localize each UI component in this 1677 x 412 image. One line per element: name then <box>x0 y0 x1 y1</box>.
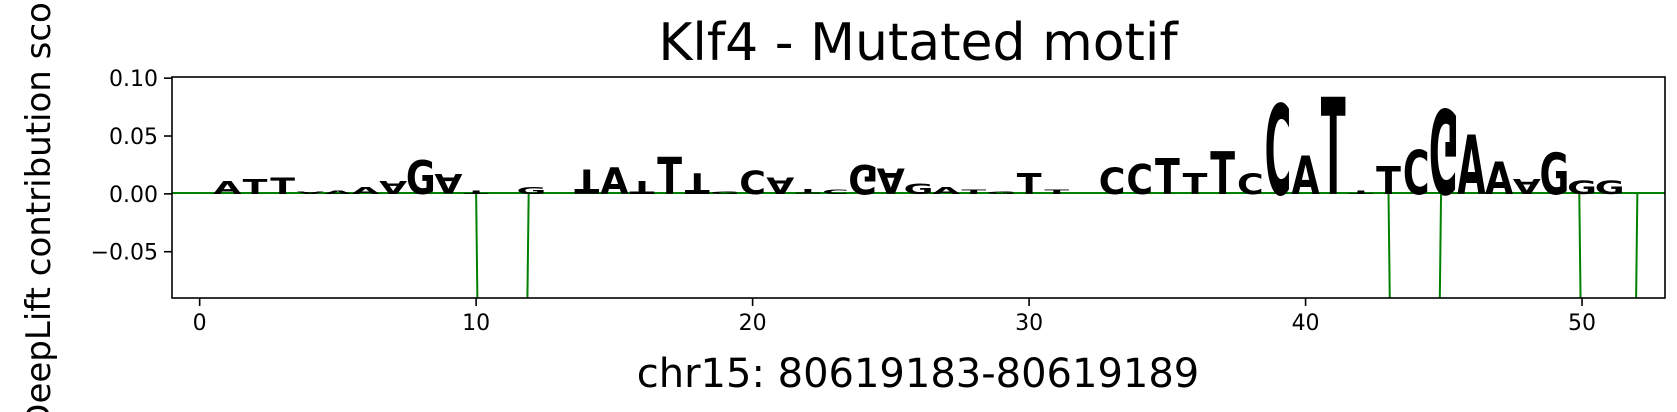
logo-letter-t: T <box>1183 168 1209 201</box>
y-axis-label: DeepLift contribution scores <box>19 0 59 412</box>
x-tick-label: 0 <box>193 311 207 336</box>
logo-letter-a: A <box>379 177 407 197</box>
logo-letter-c: C <box>739 165 766 202</box>
spike-lines <box>475 193 1639 298</box>
logo-letter-t: T <box>961 188 986 195</box>
logo-letter-a: A <box>434 167 462 199</box>
y-tick-label: −0.05 <box>91 241 158 266</box>
x-axis: 0 10 20 30 40 50 <box>193 298 1596 336</box>
logo-letter-c: C <box>822 188 849 195</box>
logo-letter-t: T <box>1210 140 1235 209</box>
logo-letter-t: T <box>1017 168 1043 201</box>
x-tick-label: 40 <box>1292 311 1320 336</box>
logo-letter-t: T <box>464 189 489 195</box>
logo-letter-t: T <box>574 161 599 199</box>
logo-letter-c: C <box>1403 138 1430 208</box>
logo-letter-g: G <box>848 156 878 202</box>
x-tick-label: 30 <box>1015 311 1043 336</box>
y-tick-label: 0.00 <box>109 183 158 208</box>
spike-line <box>1387 193 1391 298</box>
logo-letter-a: A <box>213 178 241 198</box>
spike-line <box>1578 193 1582 298</box>
logo-letter-c: C <box>1126 157 1153 205</box>
logo-letter-g: G <box>517 185 547 196</box>
x-tick-label: 10 <box>462 311 490 336</box>
plot-frame <box>171 76 1666 299</box>
logo-letter-g: G <box>1567 176 1597 198</box>
logo-letter-g: G <box>904 180 934 197</box>
logo-letter-t: T <box>796 188 821 195</box>
logo-letter-a: A <box>932 185 961 196</box>
logo-letter-g: G <box>987 191 1017 195</box>
logo-letter-a: A <box>1513 174 1541 198</box>
logo-letter-c: C <box>1265 80 1292 224</box>
logo-letter-c: C <box>1099 160 1126 203</box>
logo-letter-g: G <box>1539 143 1569 209</box>
logo-letter-g: G <box>710 191 740 195</box>
x-tick-label: 50 <box>1568 311 1596 336</box>
logo-letter-t: T <box>1044 188 1069 195</box>
logo-letter-a: A <box>351 185 380 196</box>
logo-letter-t: T <box>270 174 295 200</box>
logo-letter-t: T <box>1155 150 1180 207</box>
logo-letter-a: A <box>1292 145 1320 207</box>
logo-letter-a: A <box>766 172 795 198</box>
spike-line <box>1438 193 1443 298</box>
logo-letter-t: T <box>630 177 656 197</box>
logo-letter-t: T <box>657 148 682 207</box>
x-axis-label: chr15: 80619183-80619189 <box>637 351 1200 397</box>
logo-letter-t: T <box>1321 71 1346 227</box>
logo-letter-g: G <box>1595 176 1625 198</box>
y-tick-label: 0.05 <box>109 125 158 150</box>
logo-letter-a: A <box>324 190 352 196</box>
logo-letter-g: G <box>1429 81 1459 216</box>
logo-letter-a: A <box>1485 152 1514 205</box>
logo-letter-a: A <box>600 160 628 203</box>
logo-letter-t: T <box>1348 189 1373 195</box>
y-axis: −0.05 0.00 0.05 0.10 <box>91 67 172 266</box>
spike-line <box>475 193 479 298</box>
logo-letter-g: G <box>406 152 436 205</box>
y-tick-label: 0.10 <box>109 67 158 92</box>
logo-letter-t: T <box>685 166 711 199</box>
chart-title: Klf4 - Mutated motif <box>658 13 1179 73</box>
logo-letter-a: A <box>1457 119 1485 213</box>
logo-letter-a: A <box>296 191 324 195</box>
x-tick-label: 20 <box>739 311 767 336</box>
logo-letter-c: C <box>1237 166 1264 199</box>
logo-letter-t: T <box>243 175 268 199</box>
spike-line <box>526 193 530 298</box>
logo-letter-a: A <box>877 160 906 200</box>
spike-line <box>1635 193 1639 298</box>
